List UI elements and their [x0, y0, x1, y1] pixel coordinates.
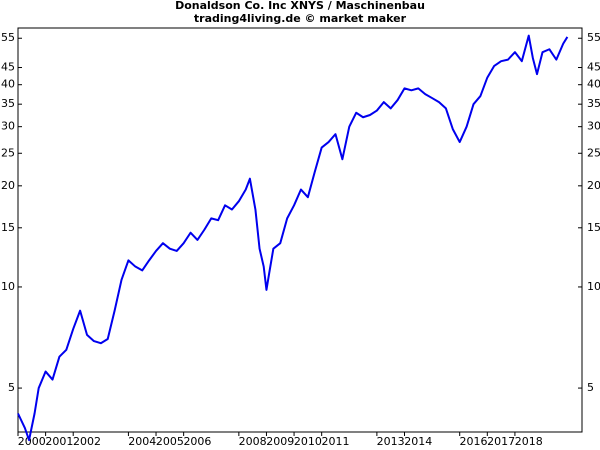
y-tick-label: 20 — [1, 179, 15, 192]
y-tick-label: 40 — [1, 78, 15, 91]
chart-title: Donaldson Co. Inc XNYS / Maschinenbau — [175, 0, 425, 12]
x-tick-label: 2006 — [183, 435, 211, 448]
y2-tick-label: 5 — [587, 381, 594, 394]
y2-tick-label: 25 — [587, 146, 600, 159]
x-tick-label: 2004 — [128, 435, 156, 448]
x-tick-label: 2000 — [18, 435, 46, 448]
y2-tick-label: 10 — [587, 280, 600, 293]
x-tick-label: 2018 — [515, 435, 543, 448]
chart-subtitle: trading4living.de © market maker — [194, 12, 407, 25]
y-tick-label: 45 — [1, 61, 15, 74]
y-tick-label: 5 — [8, 381, 15, 394]
x-tick-label: 2016 — [460, 435, 488, 448]
x-tick-label: 2017 — [487, 435, 515, 448]
y2-tick-label: 35 — [587, 97, 600, 110]
y-tick-label: 55 — [1, 31, 15, 44]
x-tick-label: 2014 — [404, 435, 432, 448]
y-tick-label: 30 — [1, 120, 15, 133]
x-tick-label: 2009 — [266, 435, 294, 448]
x-tick-label: 2001 — [45, 435, 73, 448]
y2-tick-label: 30 — [587, 120, 600, 133]
y-tick-label: 35 — [1, 97, 15, 110]
y2-tick-label: 45 — [587, 61, 600, 74]
x-tick-label: 2013 — [377, 435, 405, 448]
y2-tick-label: 40 — [587, 78, 600, 91]
y2-tick-label: 15 — [587, 221, 600, 234]
plot-frame — [17, 27, 583, 433]
x-tick-label: 2008 — [239, 435, 267, 448]
y2-tick-label: 55 — [587, 31, 600, 44]
y-tick-label: 10 — [1, 280, 15, 293]
y-tick-label: 25 — [1, 146, 15, 159]
x-tick-label: 2010 — [294, 435, 322, 448]
x-tick-label: 2005 — [156, 435, 184, 448]
y2-tick-label: 20 — [587, 179, 600, 192]
x-tick-label: 2011 — [321, 435, 349, 448]
x-tick-label: 2002 — [73, 435, 101, 448]
y-tick-label: 15 — [1, 221, 15, 234]
price-line — [17, 34, 569, 442]
